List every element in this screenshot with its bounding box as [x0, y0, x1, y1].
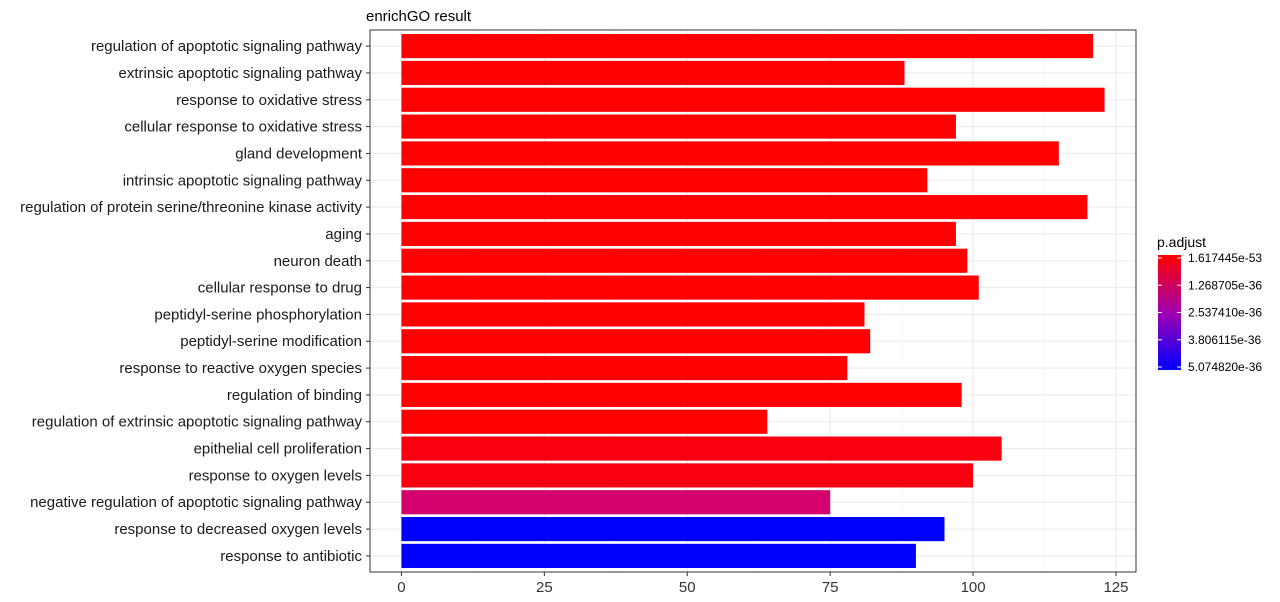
x-tick-label: 125: [1103, 579, 1128, 596]
y-tick-label: peptidyl-serine phosphorylation: [154, 306, 362, 323]
legend-label: 1.268705e-36: [1188, 278, 1262, 292]
bar: [401, 356, 848, 381]
y-tick-label: regulation of apoptotic signaling pathwa…: [91, 38, 363, 55]
x-tick-label: 75: [822, 579, 839, 596]
bar: [401, 516, 945, 542]
bar: [401, 329, 871, 354]
y-tick-label: peptidyl-serine modification: [180, 333, 362, 350]
legend-label: 2.537410e-36: [1188, 306, 1262, 320]
x-tick-label: 100: [961, 579, 986, 596]
bar: [401, 221, 956, 246]
bar: [401, 87, 1105, 112]
y-tick-label: aging: [325, 226, 362, 243]
y-tick-label: regulation of extrinsic apoptotic signal…: [32, 414, 363, 431]
y-tick-label: response to oxidative stress: [176, 92, 362, 109]
bar: [401, 34, 1094, 59]
legend-title: p.adjust: [1157, 234, 1206, 250]
bar: [401, 382, 962, 407]
bar: [401, 248, 968, 273]
y-tick-label: response to antibiotic: [220, 548, 362, 565]
y-tick-label: intrinsic apoptotic signaling pathway: [123, 172, 363, 189]
x-tick-label: 25: [536, 579, 553, 596]
bar: [401, 60, 905, 86]
bar: [401, 302, 865, 327]
bar: [401, 114, 956, 139]
legend-colorbar: [1158, 255, 1181, 370]
x-axis: 0 25 50 75 100 125: [397, 572, 1129, 596]
bar: [401, 168, 928, 193]
y-tick-label: regulation of binding: [227, 387, 362, 404]
legend-label: 3.806115e-36: [1188, 333, 1262, 347]
bar: [401, 543, 916, 568]
y-tick-label: response to reactive oxygen species: [119, 360, 362, 377]
x-tick-label: 50: [679, 579, 696, 596]
bar: [401, 195, 1088, 220]
y-axis: regulation of apoptotic signaling pathwa…: [20, 38, 370, 565]
y-tick-label: epithelial cell proliferation: [194, 441, 362, 458]
y-tick-label: negative regulation of apoptotic signali…: [30, 494, 362, 511]
y-tick-label: neuron death: [274, 253, 362, 270]
bar: [401, 275, 979, 300]
plot-border: [369, 29, 1137, 573]
y-tick-label: regulation of protein serine/threonine k…: [20, 199, 362, 216]
bar: [401, 463, 974, 488]
y-tick-label: cellular response to drug: [198, 280, 362, 297]
x-tick-label: 0: [397, 579, 405, 596]
y-tick-label: response to decreased oxygen levels: [114, 521, 362, 538]
y-tick-label: response to oxygen levels: [189, 467, 362, 484]
bar: [401, 490, 831, 515]
legend-label: 1.617445e-53: [1188, 251, 1262, 265]
bars: [401, 34, 1105, 568]
y-tick-label: cellular response to oxidative stress: [124, 119, 362, 136]
legend-label: 5.074820e-36: [1188, 360, 1262, 374]
bar: [401, 141, 1059, 166]
bar: [401, 436, 1002, 461]
legend: p.adjust 1.617445e-53 1.268705e-36 2.53741…: [1157, 234, 1262, 374]
bar: [401, 409, 768, 434]
chart-title: enrichGO result: [366, 8, 472, 25]
y-tick-label: gland development: [235, 145, 363, 162]
y-tick-label: extrinsic apoptotic signaling pathway: [119, 65, 363, 82]
